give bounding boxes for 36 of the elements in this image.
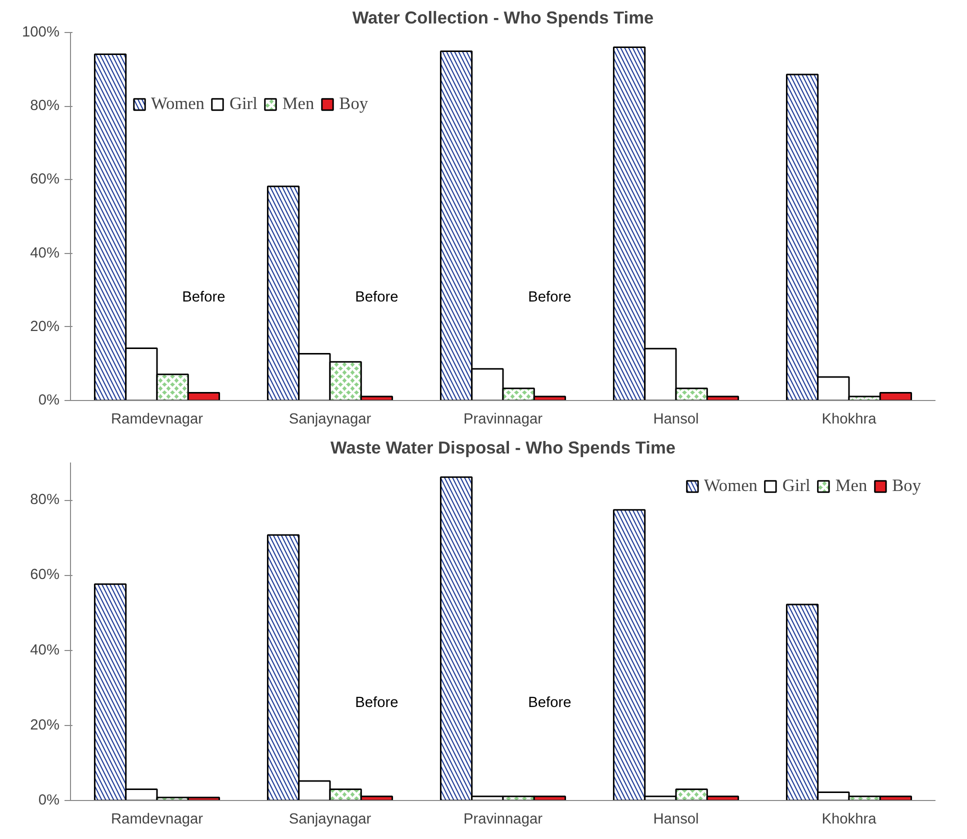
y-tick-label: 20% — [30, 318, 60, 335]
annotation: Before — [182, 289, 226, 306]
legend-label: Girl — [229, 94, 258, 114]
x-tick-label: Sanjaynagar — [288, 412, 372, 428]
legend-label: Men — [835, 476, 868, 496]
y-tick-label: 0% — [38, 792, 60, 808]
legend-label: Boy — [339, 94, 368, 114]
y-tick-label: 40% — [30, 642, 60, 658]
x-tick-label: Hansol — [653, 812, 699, 828]
x-tick-label: Pravinnagar — [463, 812, 543, 828]
y-tick-label: 60% — [30, 172, 60, 188]
y-tick-label: 20% — [30, 717, 60, 734]
legend-label: Men — [282, 94, 314, 114]
chart-title: Waste Water Disposal - Who Spends Time — [330, 438, 676, 458]
annotation: Before — [355, 289, 398, 306]
x-tick-label: Khokhra — [822, 812, 878, 828]
annotation: Before — [528, 289, 572, 306]
x-tick-label: Sanjaynagar — [288, 812, 372, 828]
y-tick-label: 100% — [22, 24, 60, 40]
x-tick-label: Hansol — [653, 412, 699, 428]
annotation: Before — [528, 694, 572, 711]
y-tick-label: 60% — [30, 567, 60, 584]
annotation: Before — [355, 694, 398, 711]
y-tick-label: 0% — [38, 392, 60, 408]
x-tick-label: Pravinnagar — [463, 412, 543, 428]
legend-label: Women — [704, 476, 758, 496]
y-tick-label: 80% — [30, 492, 60, 508]
x-tick-label: Khokhra — [822, 412, 878, 428]
chart-title: Water Collection - Who Spends Time — [352, 8, 654, 28]
x-tick-label: Ramdevnagar — [110, 412, 204, 428]
y-tick-label: 40% — [30, 245, 60, 262]
y-tick-label: 80% — [30, 98, 60, 114]
x-tick-label: Ramdevnagar — [110, 812, 204, 828]
legend-label: Girl — [782, 476, 810, 496]
legend-label: Women — [151, 94, 204, 114]
legend-label: Boy — [892, 476, 921, 496]
